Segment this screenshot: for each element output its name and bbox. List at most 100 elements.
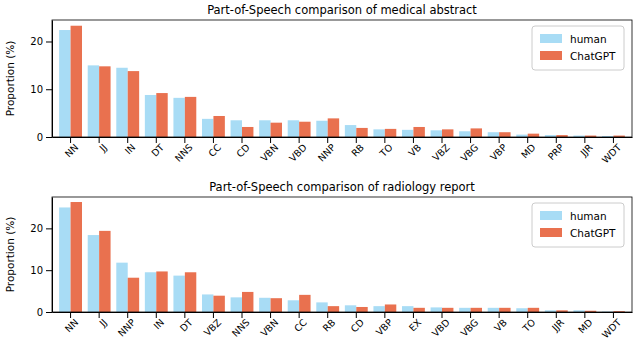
bar: [488, 308, 499, 312]
x-tick-label: PRP: [546, 142, 567, 163]
x-tick-label: IN: [151, 317, 166, 332]
bar: [488, 132, 499, 137]
y-tick-label: 0: [37, 307, 43, 318]
x-tick: JJ: [96, 312, 108, 329]
x-tick: RB: [349, 137, 366, 159]
bar: [288, 300, 299, 312]
bar: [202, 294, 213, 312]
legend-box: [532, 26, 624, 70]
frame: [52, 197, 632, 312]
x-tick-label: VBN: [258, 142, 280, 164]
x-tick-label: RB: [320, 317, 337, 334]
title: Part-of-Speech comparison of medical abs…: [207, 3, 477, 17]
x-tick-label: IN: [123, 142, 138, 157]
bar: [128, 278, 139, 312]
bar: [345, 305, 356, 312]
x-tick-label: NNP: [116, 317, 138, 339]
x-tick: VBD: [430, 312, 452, 339]
x-tick-label: VBZ: [202, 316, 224, 338]
x-tick: WDT: [600, 312, 624, 340]
bar: [328, 306, 339, 312]
y-axis-title: Proportion (%): [4, 217, 16, 293]
y-tick-mark: [46, 41, 52, 42]
x-axis-line: [53, 312, 633, 313]
bar: [499, 308, 510, 312]
x-tick-label: NNS: [173, 142, 195, 164]
x-tick-label: TO: [377, 142, 395, 160]
x-tick: NNP: [116, 312, 138, 339]
bar: [471, 128, 482, 137]
y-tick: 10: [30, 84, 52, 95]
y-tick-mark: [46, 228, 52, 229]
bar: [231, 120, 242, 137]
x-tick: WDT: [600, 137, 624, 165]
bar: [356, 128, 367, 137]
legend-box: [532, 203, 624, 247]
x-tick: RB: [320, 312, 337, 334]
bar: [185, 97, 196, 137]
legend-label: human: [570, 210, 607, 222]
bar: [116, 263, 127, 312]
x-tick: VBP: [488, 137, 509, 163]
bar: [59, 207, 70, 312]
series: [59, 30, 613, 137]
x-tick: CD: [234, 137, 252, 159]
frame: [52, 20, 632, 137]
x-tick: NNS: [173, 137, 195, 164]
x-tick-label: VB: [492, 317, 509, 334]
x-tick-label: JJ: [96, 142, 108, 154]
y-tick-label: 0: [37, 132, 43, 143]
x-tick: VBZ: [202, 312, 224, 338]
x-tick-label: NN: [63, 142, 81, 160]
x-tick: DT: [178, 312, 195, 334]
x-tick: NNS: [230, 312, 252, 339]
bar: [288, 120, 299, 137]
x-tick-label: VBP: [488, 142, 509, 163]
x-tick-label: TO: [520, 317, 538, 335]
y-axis-line: [52, 21, 53, 138]
x-tick: VBZ: [430, 137, 452, 163]
x-tick-label: NNP: [316, 142, 338, 164]
bar: [145, 272, 156, 312]
x-tick-label: DT: [149, 142, 166, 159]
x-tick-label: WDT: [600, 142, 624, 166]
x-tick: VBG: [458, 137, 480, 164]
bar: [271, 123, 282, 137]
x-tick-label: VBZ: [430, 141, 452, 163]
bar: [231, 297, 242, 312]
x-tick: JJR: [578, 137, 595, 159]
bar: [356, 307, 367, 312]
title: Part-of-Speech comparison of radiology r…: [209, 180, 475, 194]
bar: [116, 68, 127, 137]
x-tick: CC: [206, 137, 223, 159]
x-tick-label: VB: [406, 142, 423, 159]
x-tick: VBN: [258, 137, 280, 164]
y-tick: 10: [30, 265, 52, 276]
x-axis: NNJJNNPINDTVBZNNSVBNCCRBCDVBPEXVBDVBGVBT…: [53, 312, 633, 340]
x-tick: NN: [63, 312, 81, 335]
x-tick: VBN: [258, 312, 280, 339]
x-tick-label: MD: [519, 142, 538, 161]
x-tick-label: RB: [349, 142, 366, 159]
bar: [385, 129, 396, 137]
bar: [213, 116, 224, 137]
bar: [299, 295, 310, 312]
x-tick: DT: [149, 137, 166, 159]
legend-swatch: [540, 51, 562, 60]
x-tick: IN: [123, 137, 138, 156]
y-tick: 0: [37, 307, 52, 318]
x-tick: VB: [492, 312, 509, 334]
bar: [271, 298, 282, 312]
x-tick: VBG: [458, 312, 480, 339]
bar: [185, 272, 196, 312]
x-tick: TO: [377, 137, 395, 160]
bar: [431, 307, 442, 312]
bar: [516, 308, 527, 312]
bars: [59, 26, 625, 137]
x-tick: MD: [519, 137, 538, 160]
y-axis-title: Proportion (%): [4, 41, 16, 117]
bar: [413, 308, 424, 312]
bar: [431, 130, 442, 137]
bar: [128, 71, 139, 137]
y-tick: 20: [30, 36, 52, 47]
